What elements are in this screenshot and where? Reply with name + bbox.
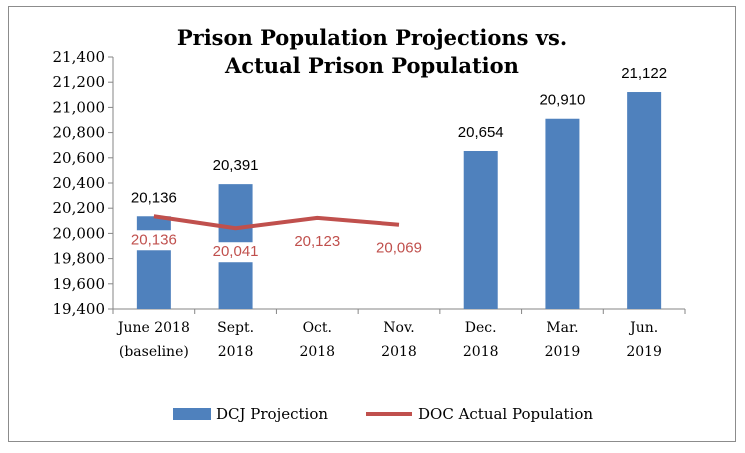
x-tick-label: Jun. <box>628 320 658 336</box>
x-tick-label: Mar. <box>546 320 578 336</box>
plot-area: 19,400 19,600 19,800 20,000 20,200 20,400 20,6… <box>53 48 686 360</box>
x-tick-label-line2: 2019 <box>626 344 662 360</box>
y-tick-label: 21,200 <box>53 73 106 91</box>
y-tick-label: 20,800 <box>53 124 106 142</box>
line-label-background <box>285 231 350 252</box>
bar-dcj-projection <box>136 216 171 309</box>
x-tick-label: Dec. <box>465 320 497 336</box>
line-doc-actual <box>153 214 400 231</box>
y-tick-label: 20,400 <box>53 174 106 192</box>
y-tick-label: 21,000 <box>53 98 106 116</box>
bar-data-label: 21,122 <box>621 65 667 82</box>
bar-data-label: 20,391 <box>213 157 259 174</box>
y-tick-label: 20,600 <box>53 149 106 167</box>
y-tick-label: 19,400 <box>53 300 106 318</box>
y-tick-label: 20,000 <box>53 224 106 242</box>
legend: DCJ Projection DOC Actual Population <box>173 405 593 423</box>
bar-label-background <box>203 157 268 177</box>
line-label-background <box>203 242 268 263</box>
y-tick-label: 21,400 <box>53 48 106 66</box>
chart-title-line-1: Prison Population Projections vs. <box>177 25 567 50</box>
x-tick-label-line2: 2018 <box>381 344 417 360</box>
line-data-label: 20,123 <box>294 233 340 250</box>
y-tick-label: 20,200 <box>53 199 106 217</box>
x-tick-label-line2: (baseline) <box>119 344 189 360</box>
line-data-label: 20,069 <box>376 240 422 257</box>
x-tick-label: Sept. <box>217 320 254 336</box>
x-tick-label-line2: 2018 <box>218 344 254 360</box>
bar-data-label: 20,910 <box>539 92 585 109</box>
line-label-background <box>121 230 186 251</box>
legend-swatch-dcj-projection <box>173 408 211 420</box>
line-data-label: 20,041 <box>213 243 259 260</box>
x-tick-label: Nov. <box>383 320 414 336</box>
chart-title-line-2: Actual Prison Population <box>224 53 519 78</box>
y-tick-label: 19,800 <box>53 250 106 268</box>
line-label-background <box>367 238 431 259</box>
x-tick-label-line2: 2019 <box>545 344 581 360</box>
x-tick-label: Oct. <box>303 320 332 336</box>
bar-data-label: 20,136 <box>131 189 177 206</box>
bar-data-label: 20,654 <box>458 124 504 141</box>
bar-dcj-projection <box>463 150 498 309</box>
x-tick-label-line2: 2018 <box>299 344 335 360</box>
legend-label-dcj-projection: DCJ Projection <box>216 405 328 423</box>
x-tick-label-line2: 2018 <box>463 344 499 360</box>
line-data-label: 20,136 <box>131 231 177 248</box>
legend-label-doc-actual: DOC Actual Population <box>418 405 593 423</box>
y-tick-label: 19,600 <box>53 275 106 293</box>
bar-dcj-projection <box>627 92 662 309</box>
bar-label-background <box>121 189 186 209</box>
x-tick-label: June 2018 <box>116 320 190 336</box>
bar-dcj-projection <box>545 118 580 310</box>
